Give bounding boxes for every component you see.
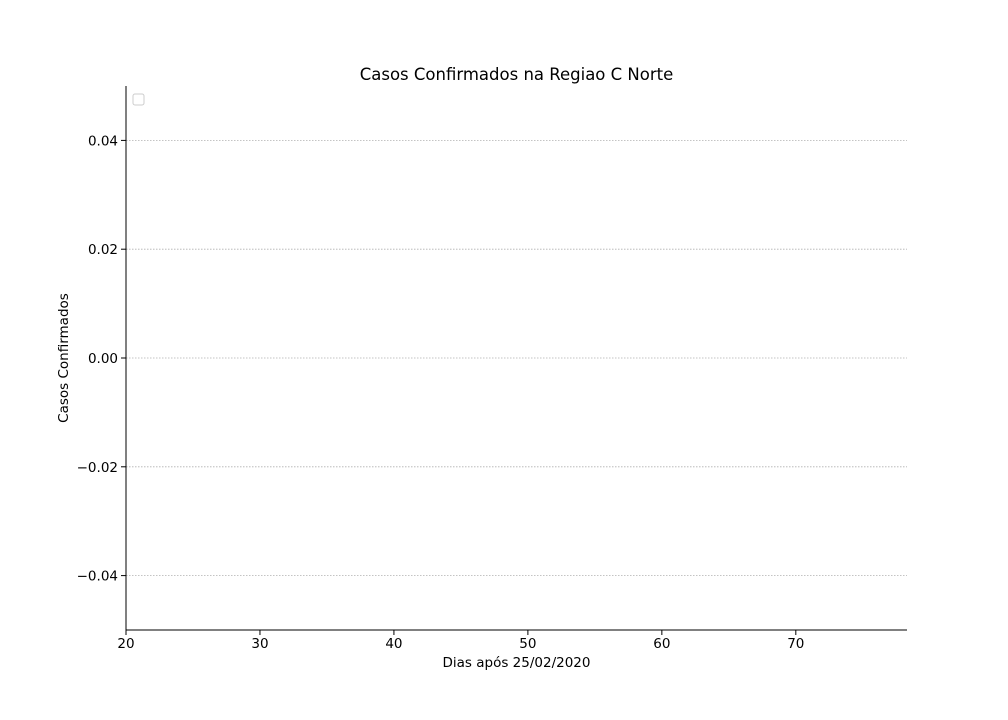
- x-axis-label: Dias após 25/02/2020: [443, 655, 591, 671]
- x-tick-label: 70: [787, 636, 804, 652]
- y-ticks: 0.04 0.02 0.00 −0.02 −0.04: [77, 133, 126, 585]
- chart-title: Casos Confirmados na Regiao C Norte: [360, 65, 674, 84]
- x-tick-label: 60: [653, 636, 670, 652]
- x-tick-label: 40: [385, 636, 402, 652]
- legend-box: [132, 93, 145, 106]
- y-tick-label: 0.04: [88, 133, 118, 149]
- y-tick-label: −0.02: [77, 460, 118, 476]
- x-tick-label: 50: [519, 636, 536, 652]
- y-axis-label: Casos Confirmados: [56, 293, 72, 423]
- x-tick-label: 30: [251, 636, 268, 652]
- y-tick-label: 0.00: [88, 351, 118, 367]
- y-tick-label: 0.02: [88, 242, 118, 258]
- gridlines: [126, 139, 907, 576]
- x-tick-label: 20: [117, 636, 134, 652]
- x-ticks: 20 30 40 50 60 70: [117, 630, 804, 652]
- y-tick-label: −0.04: [77, 569, 118, 585]
